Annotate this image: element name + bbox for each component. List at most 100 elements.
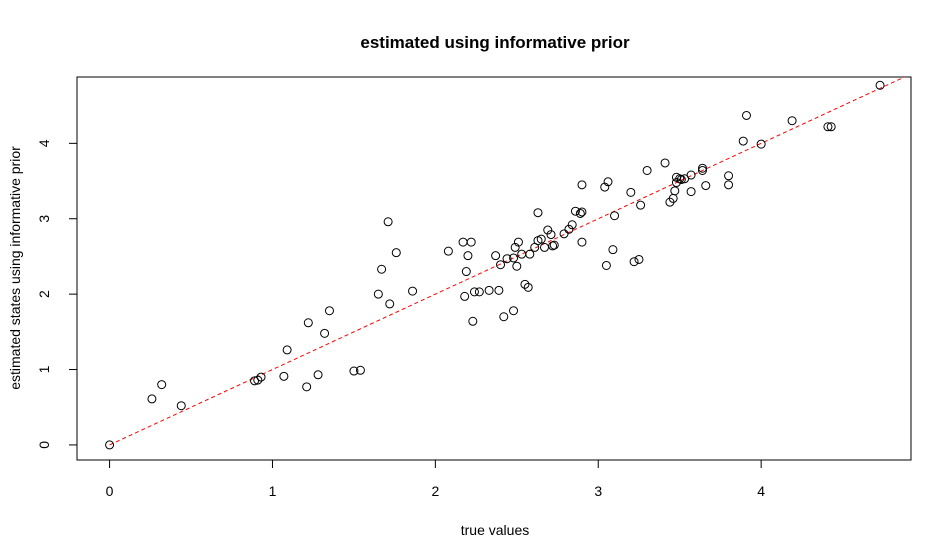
data-point (724, 171, 734, 181)
data-point (391, 248, 401, 258)
data-point (548, 241, 558, 251)
data-point (724, 180, 734, 190)
data-point (523, 282, 533, 292)
data-point (324, 306, 334, 316)
data-point (698, 163, 707, 173)
data-point (875, 80, 885, 90)
data-point (461, 267, 471, 277)
data-point (567, 220, 577, 230)
y-tick-label: 3 (36, 215, 52, 223)
data-point (509, 253, 519, 263)
data-point (502, 254, 512, 264)
data-point (385, 299, 395, 309)
data-point (675, 174, 685, 184)
data-point (698, 165, 707, 175)
data-point (463, 251, 473, 261)
data-point (756, 139, 766, 149)
data-point (546, 230, 556, 240)
points-group (105, 80, 885, 450)
data-point (303, 318, 313, 328)
data-point (642, 165, 652, 175)
data-point (383, 217, 393, 227)
data-point (570, 206, 580, 216)
data-point (499, 312, 509, 322)
data-point (443, 246, 453, 256)
data-point (466, 237, 476, 247)
data-point (610, 211, 620, 221)
data-point (701, 181, 711, 191)
data-point (147, 394, 157, 404)
data-point (826, 122, 836, 132)
y-tick-label: 1 (36, 365, 52, 373)
data-point (680, 174, 690, 184)
data-point (525, 249, 535, 259)
data-point (577, 207, 587, 217)
data-point (601, 260, 611, 270)
x-tick-label: 0 (106, 483, 114, 499)
data-point (564, 224, 574, 234)
data-point (253, 375, 263, 385)
data-point (349, 366, 359, 376)
data-point (256, 372, 266, 382)
data-point (510, 242, 520, 252)
x-tick-label: 2 (431, 483, 439, 499)
x-tick-label: 4 (757, 483, 765, 499)
x-axis-label: true values (461, 522, 529, 538)
data-point (686, 187, 696, 197)
data-point (549, 240, 559, 250)
data-point (408, 286, 418, 296)
data-point (468, 316, 478, 326)
data-point (377, 264, 387, 274)
data-point (608, 245, 618, 255)
y-tick-label: 2 (36, 290, 52, 298)
data-point (513, 237, 523, 247)
data-point (279, 371, 289, 381)
data-point (250, 376, 260, 386)
data-point (512, 261, 522, 271)
data-point (320, 328, 330, 338)
data-point (282, 345, 292, 355)
data-point (634, 254, 644, 264)
data-point (823, 122, 833, 132)
data-point (474, 287, 484, 297)
chart-title: estimated using informative prior (360, 33, 630, 52)
data-point (373, 289, 383, 299)
y-axis-label: estimated states using informative prior (7, 146, 23, 390)
data-point (484, 285, 494, 295)
data-point (496, 260, 506, 270)
data-point (491, 251, 501, 261)
data-point (105, 440, 115, 450)
data-point (559, 229, 569, 239)
x-tick-label: 1 (269, 483, 277, 499)
data-point (603, 177, 613, 187)
data-point (577, 237, 587, 247)
data-point (494, 285, 504, 295)
data-point (520, 279, 530, 289)
data-point (575, 208, 585, 218)
reference-line (109, 77, 906, 446)
data-point (460, 291, 470, 301)
y-axis: 0 1 2 3 4 (36, 139, 78, 449)
data-point (741, 110, 751, 120)
data-point (302, 382, 312, 392)
data-point (676, 175, 686, 185)
data-point (636, 200, 646, 210)
data-point (686, 170, 696, 180)
data-point (355, 365, 365, 375)
data-point (533, 208, 543, 218)
x-tick-label: 3 (594, 483, 602, 499)
data-point (469, 287, 479, 297)
data-point (539, 242, 549, 252)
data-point (629, 257, 639, 267)
data-point (313, 370, 323, 380)
data-point (626, 187, 636, 197)
data-point (458, 237, 468, 247)
y-tick-label: 4 (36, 139, 52, 147)
data-point (176, 401, 186, 411)
data-point (517, 249, 527, 259)
y-tick-label: 0 (36, 441, 52, 449)
data-point (577, 180, 587, 190)
data-point (157, 380, 167, 390)
data-point (670, 186, 680, 196)
